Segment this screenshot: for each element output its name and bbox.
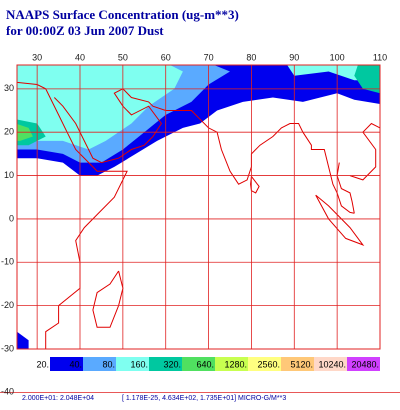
legend-swatch — [83, 357, 116, 371]
coastline — [250, 176, 260, 194]
title-line: for 00:00Z 03 Jun 2007 Dust — [6, 23, 164, 38]
legend-label: 5120. — [290, 359, 313, 369]
lon-label: 90 — [289, 52, 299, 62]
lat-label: 20 — [4, 127, 14, 137]
dust-area — [354, 65, 380, 94]
coastline — [336, 162, 355, 214]
map-layer — [17, 65, 380, 349]
legend-label: 2560. — [257, 359, 280, 369]
lat-label: 0 — [9, 213, 14, 223]
lon-label: 30 — [32, 52, 42, 62]
legend-swatch — [314, 357, 347, 371]
map: 30 40 50 60 70 80 90 100 1103020100-10-20-30-402… — [0, 52, 400, 397]
legend-label: 640. — [196, 359, 214, 369]
legend-swatch — [50, 357, 83, 371]
dust-area — [17, 331, 29, 349]
legend-label: 20. — [36, 359, 49, 369]
map-frame — [16, 64, 381, 350]
legend-swatch — [215, 357, 248, 371]
legend-label: 320. — [163, 359, 181, 369]
legend-label: 40. — [69, 359, 82, 369]
coastline — [349, 122, 380, 181]
legend-swatch — [281, 357, 314, 371]
legend-swatch — [149, 357, 182, 371]
legend-label: 10240. — [318, 359, 346, 369]
lon-label: 80 — [246, 52, 256, 62]
legend-swatch — [116, 357, 149, 371]
lat-label: 10 — [4, 170, 14, 180]
lon-label: 60 — [161, 52, 171, 62]
legend-label: 20480. — [351, 359, 379, 369]
legend-label: 160. — [130, 359, 148, 369]
legend-label: 1280. — [224, 359, 247, 369]
coastline — [17, 81, 128, 349]
lat-label: 30 — [4, 83, 14, 93]
lon-label: 100 — [330, 52, 345, 62]
legend-swatch — [182, 357, 215, 371]
lon-label: 70 — [204, 52, 214, 62]
title-line: NAAPS Surface Concentration (ug-m**3) — [6, 7, 239, 22]
footer-stats: [ 1.178E-25, 4.634E+02, 1.735E+01] MICRO… — [122, 395, 286, 402]
legend-label: 80. — [102, 359, 115, 369]
lat-label: -30 — [1, 343, 14, 353]
footer-range: 2.000E+01: 2.048E+04 — [22, 395, 94, 402]
lat-label: -10 — [1, 257, 14, 267]
legend-swatch — [17, 357, 50, 371]
legend-swatch — [347, 357, 380, 371]
lon-label: 40 — [75, 52, 85, 62]
lat-label: -20 — [1, 300, 14, 310]
lat-label: -40 — [1, 387, 14, 397]
lon-label: 110 — [373, 52, 387, 62]
lon-label: 50 — [118, 52, 128, 62]
legend-swatch — [248, 357, 281, 371]
coastline — [92, 270, 124, 328]
coastline — [315, 194, 365, 246]
dust-area — [17, 65, 183, 150]
